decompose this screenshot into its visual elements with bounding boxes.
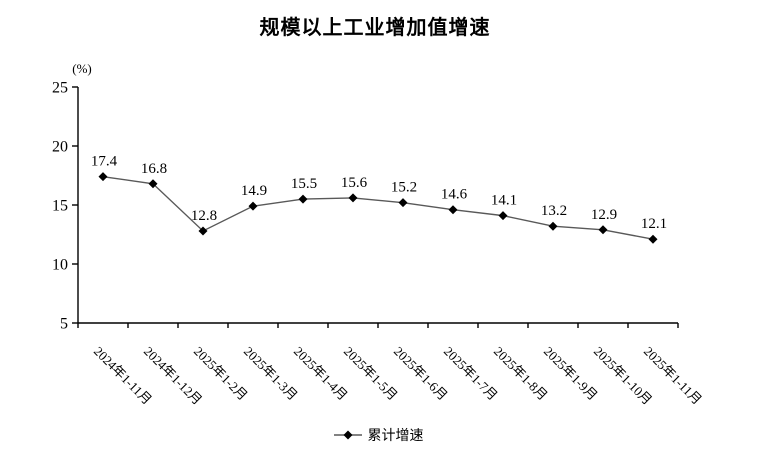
data-point — [598, 225, 608, 235]
data-point-label: 12.8 — [191, 208, 217, 224]
data-point-label: 13.2 — [541, 203, 567, 219]
data-point-label: 15.5 — [291, 176, 317, 192]
legend-diamond-icon — [343, 430, 352, 440]
data-point-label: 17.4 — [91, 154, 118, 170]
data-point — [298, 194, 308, 204]
y-tick-label: 10 — [52, 257, 68, 274]
data-point-label: 12.1 — [641, 216, 667, 232]
data-point — [498, 211, 508, 221]
data-point — [198, 226, 208, 236]
data-point-label: 14.1 — [491, 193, 517, 209]
chart-title: 规模以上工业增加值增速 — [259, 17, 491, 39]
data-point-label: 12.9 — [591, 207, 617, 223]
data-point — [148, 179, 158, 189]
data-point — [98, 172, 108, 182]
data-point — [348, 193, 358, 203]
y-tick-label: 15 — [52, 198, 68, 215]
data-point — [248, 201, 258, 211]
data-point-label: 14.9 — [241, 183, 267, 199]
data-line — [102, 175, 654, 240]
legend-series-label: 累计增速 — [367, 429, 424, 444]
legend: 累计增速 — [0, 425, 757, 445]
data-point-label: 14.6 — [441, 187, 468, 203]
y-tick-label: 5 — [60, 316, 68, 333]
data-point — [398, 198, 408, 208]
data-point-label: 15.6 — [341, 175, 368, 191]
data-point-label: 16.8 — [141, 161, 167, 177]
data-point-label: 15.2 — [391, 180, 417, 196]
series-line-marker-icon — [333, 430, 362, 440]
y-tick-label: 20 — [52, 139, 68, 156]
data-point — [648, 234, 658, 244]
y-tick-label: 25 — [52, 80, 68, 97]
data-point — [548, 221, 558, 231]
data-point — [448, 205, 458, 215]
y-axis-unit-label: (%) — [72, 61, 92, 76]
